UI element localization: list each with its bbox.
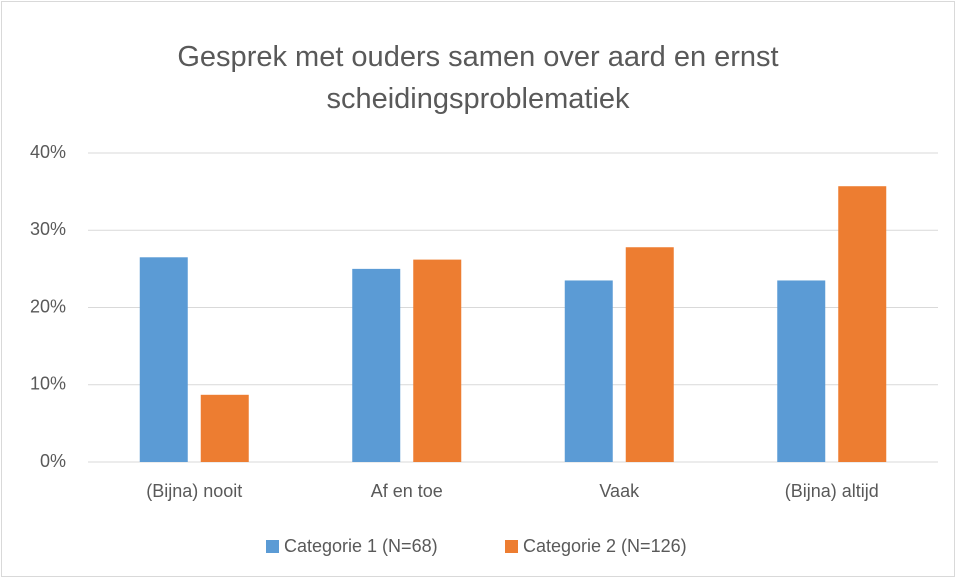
bar [139, 257, 188, 462]
y-tick-label: 40% [30, 142, 66, 162]
x-tick-label: Vaak [599, 481, 640, 501]
legend-swatch [505, 540, 518, 553]
y-tick-label: 10% [30, 374, 66, 394]
legend-label: Categorie 1 (N=68) [284, 536, 438, 556]
bar [352, 268, 401, 462]
legend-swatch [266, 540, 279, 553]
legend-label: Categorie 2 (N=126) [523, 536, 687, 556]
x-tick-label: (Bijna) altijd [785, 481, 879, 501]
bar [564, 280, 613, 462]
bar [838, 186, 887, 462]
bar [413, 259, 462, 462]
y-tick-label: 0% [40, 451, 66, 471]
y-tick-label: 30% [30, 219, 66, 239]
bar [200, 394, 249, 462]
chart-title: Gesprek met ouders samen over aard en er… [177, 41, 779, 115]
y-tick-label: 20% [30, 296, 66, 316]
x-tick-label: Af en toe [371, 481, 443, 501]
bar [777, 280, 826, 462]
x-tick-label: (Bijna) nooit [146, 481, 242, 501]
bar [625, 247, 674, 462]
